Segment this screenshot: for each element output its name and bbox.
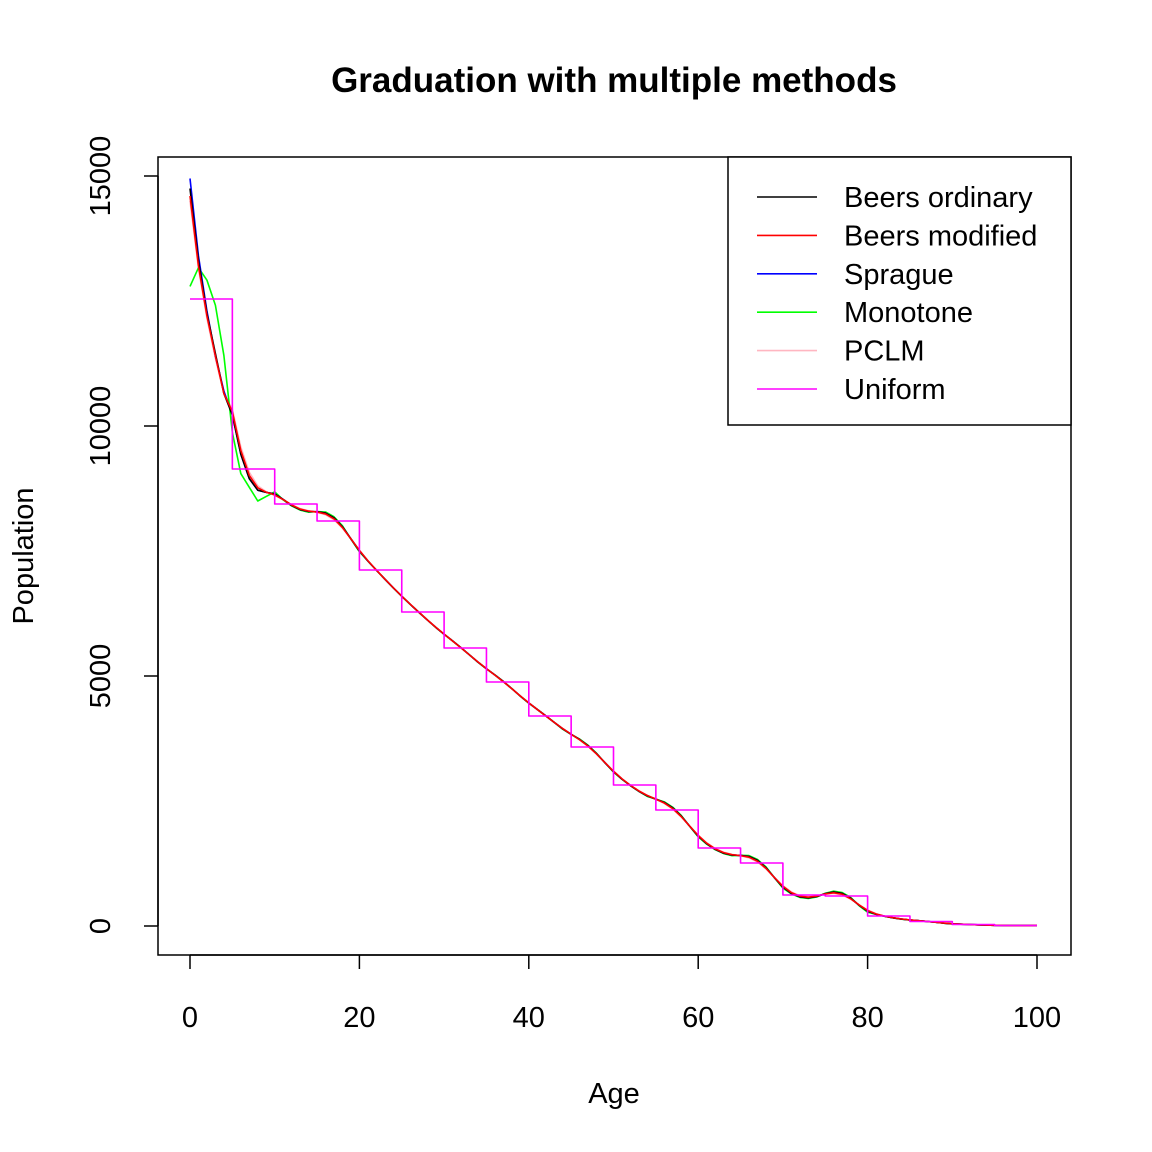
chart-title: Graduation with multiple methods	[331, 61, 897, 100]
x-axis-title: Age	[588, 1078, 640, 1110]
x-tick-label: 40	[513, 1002, 545, 1034]
y-axis-title: Population	[8, 487, 40, 624]
y-tick-label: 5000	[85, 644, 117, 709]
legend-label: Uniform	[844, 374, 946, 406]
x-axis: 0 20 40 60 80 100	[182, 954, 1061, 1034]
series-line-uniform	[190, 298, 1037, 927]
series-layer	[189, 178, 1038, 927]
x-tick-label: 60	[682, 1002, 714, 1034]
y-tick-label: 10000	[85, 386, 117, 467]
legend-label: Beers ordinary	[844, 182, 1033, 214]
y-tick-label: 15000	[85, 136, 117, 217]
y-tick-label: 0	[85, 918, 117, 934]
legend-label: Sprague	[844, 259, 954, 291]
legend-label: PCLM	[844, 336, 925, 368]
legend-box	[727, 156, 1072, 426]
legend: Beers ordinary Beers modified Sprague Monot…	[727, 156, 1072, 426]
legend-label: Beers modified	[844, 220, 1037, 252]
y-axis: 0 5000 10000 15000	[85, 136, 159, 934]
legend-label: Monotone	[844, 297, 973, 329]
x-tick-label: 100	[1013, 1002, 1061, 1034]
x-tick-label: 80	[851, 1002, 883, 1034]
x-tick-label: 0	[182, 1002, 198, 1034]
x-tick-label: 20	[343, 1002, 375, 1034]
